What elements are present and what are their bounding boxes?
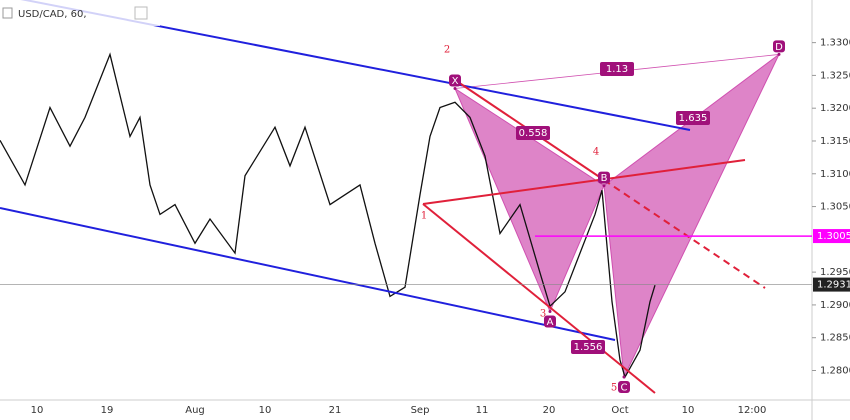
ratio-label: 1.13: [606, 64, 628, 75]
pattern-point-label: D: [775, 42, 783, 53]
icon: [2, 7, 13, 19]
pattern-point: [602, 184, 606, 188]
trend-line: [422, 203, 656, 394]
pattern-point-label: X: [452, 76, 459, 87]
symbol-title: USD/CAD, 60,: [18, 9, 87, 20]
current-price-label: 1.2931: [817, 280, 850, 291]
ratio-box: [571, 340, 605, 354]
y-tick-label: 1.3150: [820, 136, 850, 147]
icon: [134, 6, 148, 20]
pattern-point-box: [598, 171, 610, 184]
pattern-point-label: A: [547, 317, 554, 328]
x-tick-label: 10: [259, 405, 272, 416]
price-line: [0, 52, 656, 379]
pattern-point-label: B: [601, 173, 608, 184]
y-tick-label: 1.2950: [820, 267, 850, 278]
trend-line: [422, 159, 746, 205]
pattern-point-label: C: [621, 383, 628, 394]
pattern-point-box: [773, 40, 785, 53]
ratio-label: 1.635: [679, 113, 708, 124]
y-tick-label: 1.3300: [820, 38, 850, 49]
ratio-label: 1.556: [574, 342, 603, 353]
x-tick-label: 20: [543, 405, 556, 416]
y-tick-label: 1.3200: [820, 103, 850, 114]
pattern-point: [453, 87, 457, 91]
ratio-label: 0.558: [519, 128, 548, 139]
y-tick-label: 1.2800: [820, 365, 850, 376]
wave-label: 1: [421, 211, 427, 222]
pattern-point: [622, 375, 626, 379]
x-tick-label: Sep: [411, 405, 430, 416]
y-tick-label: 1.2850: [820, 333, 850, 344]
x-tick-label: 10: [682, 405, 695, 416]
pattern-point: [777, 52, 781, 56]
pattern-point-box: [544, 315, 556, 328]
x-tick-label: 11: [476, 405, 489, 416]
y-tick-label: 1.3100: [820, 169, 850, 180]
y-tick-label: 1.3050: [820, 202, 850, 213]
ratio-box: [516, 126, 550, 140]
level-label: 1.3005: [817, 231, 850, 242]
current-price-box: [813, 277, 850, 292]
wave-label: 3: [540, 309, 546, 320]
channel-lower: [0, 207, 616, 341]
y-tick-label: 1.2900: [820, 300, 850, 311]
ratio-box: [600, 62, 634, 76]
x-tick-label: 10: [31, 405, 44, 416]
header-bg: [0, 0, 160, 26]
wave-label: 2: [444, 45, 450, 56]
x-tick-label: 21: [329, 405, 342, 416]
pattern-point: [548, 309, 552, 313]
x-tick-label: Oct: [611, 405, 628, 416]
y-tick-label: 1.3250: [820, 70, 850, 81]
x-tick-label: 12:00: [738, 405, 767, 416]
pattern-point-box: [618, 381, 630, 394]
x-tick-label: Aug: [185, 405, 205, 416]
wave-label: 5: [611, 383, 617, 394]
ratio-box: [676, 111, 710, 125]
level-box: [813, 229, 850, 244]
pattern-point-box: [449, 74, 461, 87]
x-tick-label: 19: [101, 405, 114, 416]
wave-label: 4: [593, 147, 599, 158]
trend-line-extension: [603, 179, 766, 289]
